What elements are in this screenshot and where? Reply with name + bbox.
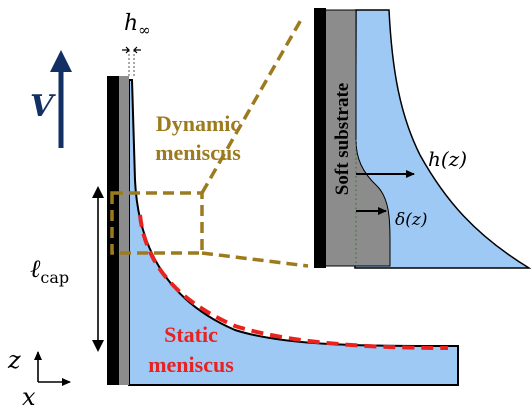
velocity-label: V: [30, 89, 56, 124]
axis-z-label: z: [7, 346, 21, 374]
inset-liquid: [354, 9, 531, 269]
delta-of-z-label: δ(z): [395, 210, 427, 230]
static-meniscus-fit: [138, 214, 449, 350]
dynamic-meniscus-label-line2: meniscus: [155, 140, 241, 165]
static-meniscus-label-line2: meniscus: [148, 352, 234, 377]
static-meniscus-label-line1: Static: [164, 322, 218, 347]
zoom-box: [110, 191, 204, 255]
soft-substrate-layer: [119, 76, 129, 385]
h-of-z-label: h(z): [428, 147, 467, 171]
inset-soft-substrate: [324, 9, 391, 267]
h-inf-arrow-right: [133, 46, 141, 54]
capillary-length-arrow: [92, 186, 104, 352]
h-inf-arrow-left: [122, 46, 130, 54]
main-panel: h∞ V Dynamic meniscus Static meniscus ℓc…: [7, 11, 459, 407]
inset-panel: Soft substrate h(z) δ(z): [314, 8, 531, 269]
inset-rigid-wall: [314, 8, 326, 268]
velocity-arrow: [50, 50, 72, 148]
capillary-length-label: ℓcap: [30, 254, 69, 287]
zoom-connector-bottom: [201, 251, 309, 268]
coordinate-axes: [34, 351, 71, 386]
h-inf-label: h∞: [124, 11, 151, 39]
axis-x-label: x: [22, 383, 36, 407]
dynamic-meniscus-label-line1: Dynamic: [156, 111, 241, 136]
zoom-connector-top: [200, 17, 304, 194]
soft-substrate-label: Soft substrate: [332, 83, 353, 195]
